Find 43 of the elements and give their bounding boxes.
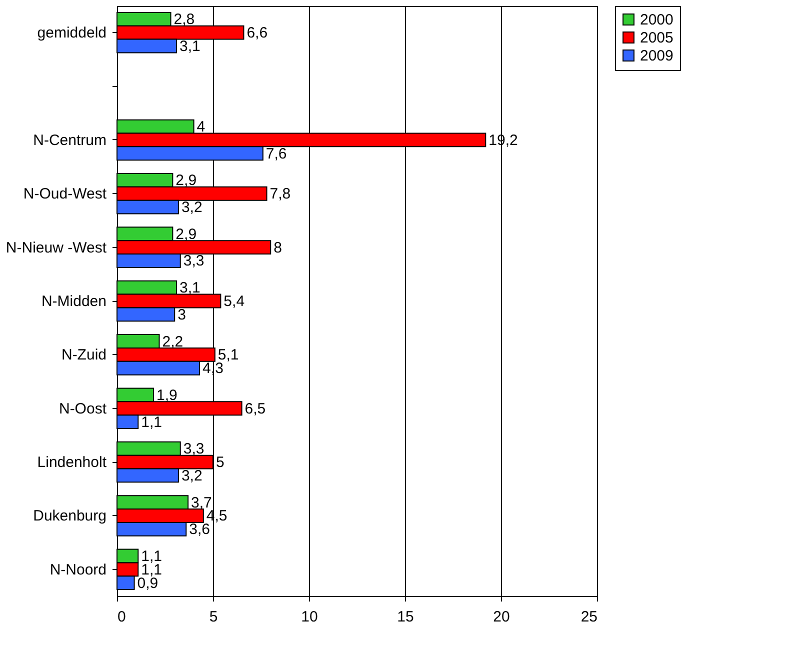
y-tick-label: N-Midden <box>41 293 106 310</box>
data-label: 5 <box>216 454 224 472</box>
data-label: 2,9 <box>176 172 197 190</box>
data-label: 5,4 <box>224 293 245 310</box>
data-label: 1,9 <box>156 386 178 404</box>
data-label: 3 <box>178 306 186 324</box>
legend-label: 2005 <box>640 30 674 46</box>
data-label: 3,2 <box>181 467 202 484</box>
data-label: 3,7 <box>191 494 212 512</box>
y-tick-label: N-Oost <box>58 400 108 418</box>
y-tick-label: N-Oud-West <box>23 186 108 203</box>
x-tick-label: 15 <box>397 608 414 626</box>
y-tick-label: gemiddeld <box>37 24 106 42</box>
data-label: 2,8 <box>174 11 195 28</box>
data-label: 3,3 <box>183 440 204 458</box>
data-label: 3,1 <box>180 280 200 297</box>
data-label: 3,3 <box>183 252 204 270</box>
data-label: 3,2 <box>181 199 202 216</box>
x-tick-label: 10 <box>301 608 318 626</box>
x-tick-label: 0 <box>118 608 126 626</box>
y-tick-label: N-Noord <box>50 561 106 578</box>
x-tick-label: 25 <box>580 608 598 626</box>
data-label: 8 <box>274 239 282 256</box>
y-tick-label: N-Centrum <box>33 132 106 149</box>
data-label: 6,6 <box>246 24 268 42</box>
data-label: 2,2 <box>162 333 184 350</box>
data-label: 7,8 <box>270 186 291 203</box>
y-tick-label: N-Zuid <box>61 346 106 364</box>
data-label: 2,9 <box>176 226 197 243</box>
y-tick-label: Dukenburg <box>33 508 106 525</box>
data-label: 3,1 <box>180 38 200 55</box>
data-label: 3,6 <box>189 521 210 538</box>
legend-label: 2000 <box>640 12 674 28</box>
x-tick-label: 5 <box>209 608 218 626</box>
y-tick-label: N-Nieuw -West <box>6 239 108 256</box>
data-label: 1,1 <box>141 414 162 431</box>
legend-label: 2009 <box>640 48 674 64</box>
data-label: 4 <box>196 118 206 136</box>
data-label: 7,6 <box>266 145 287 162</box>
x-tick-label: 20 <box>493 608 510 626</box>
data-label: 6,5 <box>244 400 266 418</box>
y-tick-label: Lindenholt <box>37 454 108 472</box>
data-label: 5,1 <box>218 346 239 364</box>
